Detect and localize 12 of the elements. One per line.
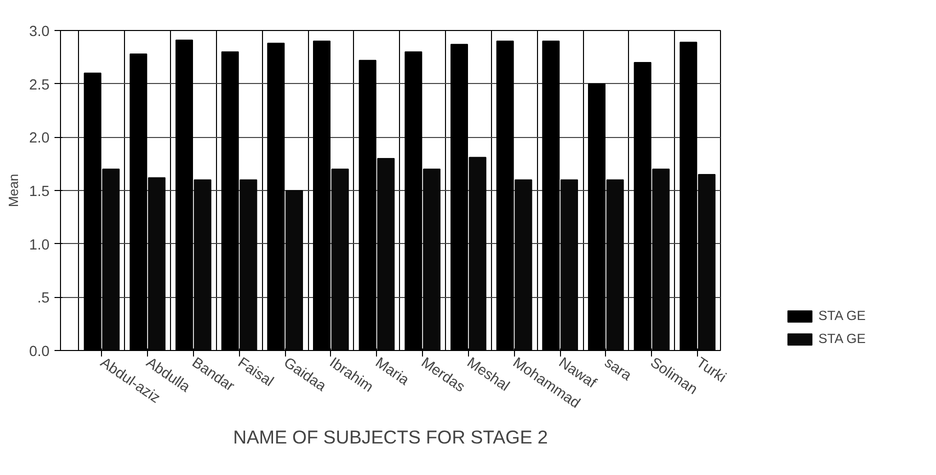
y-tick-label: 1.5 bbox=[29, 184, 50, 200]
y-tick-label: 0.0 bbox=[29, 344, 50, 360]
y-tick-label: 3.0 bbox=[29, 24, 50, 40]
y-tick-label: 1.0 bbox=[29, 237, 50, 254]
y-tick-label: 2.5 bbox=[29, 77, 50, 94]
y-axis-title: Mean bbox=[6, 174, 22, 208]
y-tick-label: .5 bbox=[37, 290, 50, 307]
x-tick-label: sara bbox=[601, 354, 635, 385]
legend-label: STA GE bbox=[818, 308, 866, 323]
x-axis-title: NAME OF SUBJECTS FOR STAGE 2 bbox=[233, 426, 548, 448]
legend-label: STA GE bbox=[818, 331, 866, 346]
y-tick-label: 2.0 bbox=[29, 130, 50, 147]
